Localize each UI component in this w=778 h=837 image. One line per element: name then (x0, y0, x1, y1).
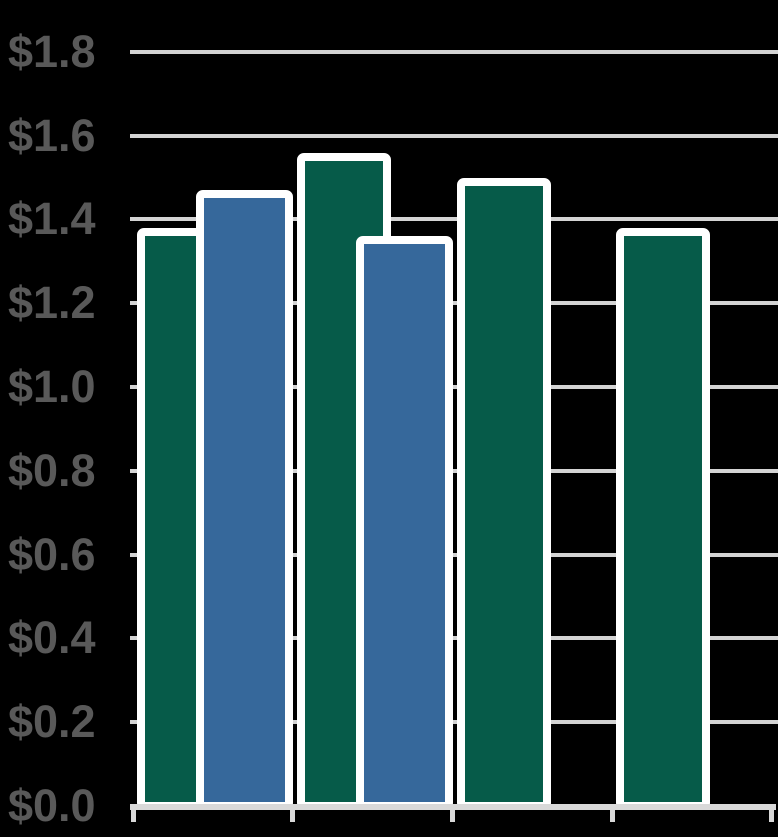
gridline (130, 301, 778, 306)
bar-blue-series-category-1 (196, 190, 293, 810)
gridline (130, 468, 778, 473)
y-tick-label: $1.6 (8, 109, 96, 161)
gridline (130, 49, 778, 54)
x-axis-tick (450, 810, 455, 822)
y-tick-label: $0.6 (8, 528, 96, 580)
bar-blue-series-category-2 (355, 236, 453, 810)
gridline (130, 217, 778, 222)
x-axis-tick (768, 810, 774, 822)
gridline (130, 385, 778, 389)
y-tick-label: $1.0 (8, 361, 96, 412)
y-tick-label: $1.4 (8, 193, 96, 245)
x-axis-line (130, 804, 776, 810)
gridline (130, 133, 778, 138)
gridline (130, 636, 778, 641)
x-axis-tick (130, 810, 136, 822)
x-axis-tick (609, 810, 615, 822)
gridline (130, 720, 778, 725)
y-tick-label: $0.4 (8, 612, 96, 664)
y-tick-label: $0.0 (8, 780, 96, 831)
y-tick-label: $1.8 (8, 25, 96, 77)
y-tick-label: $0.2 (8, 696, 96, 748)
y-tick-label: $0.8 (8, 444, 96, 496)
y-tick-label: $1.2 (8, 277, 96, 329)
gridline (130, 552, 778, 557)
bar-green-series-category-3 (456, 177, 551, 810)
bar-green-series-category-4 (616, 227, 711, 810)
x-axis-tick (290, 810, 296, 822)
